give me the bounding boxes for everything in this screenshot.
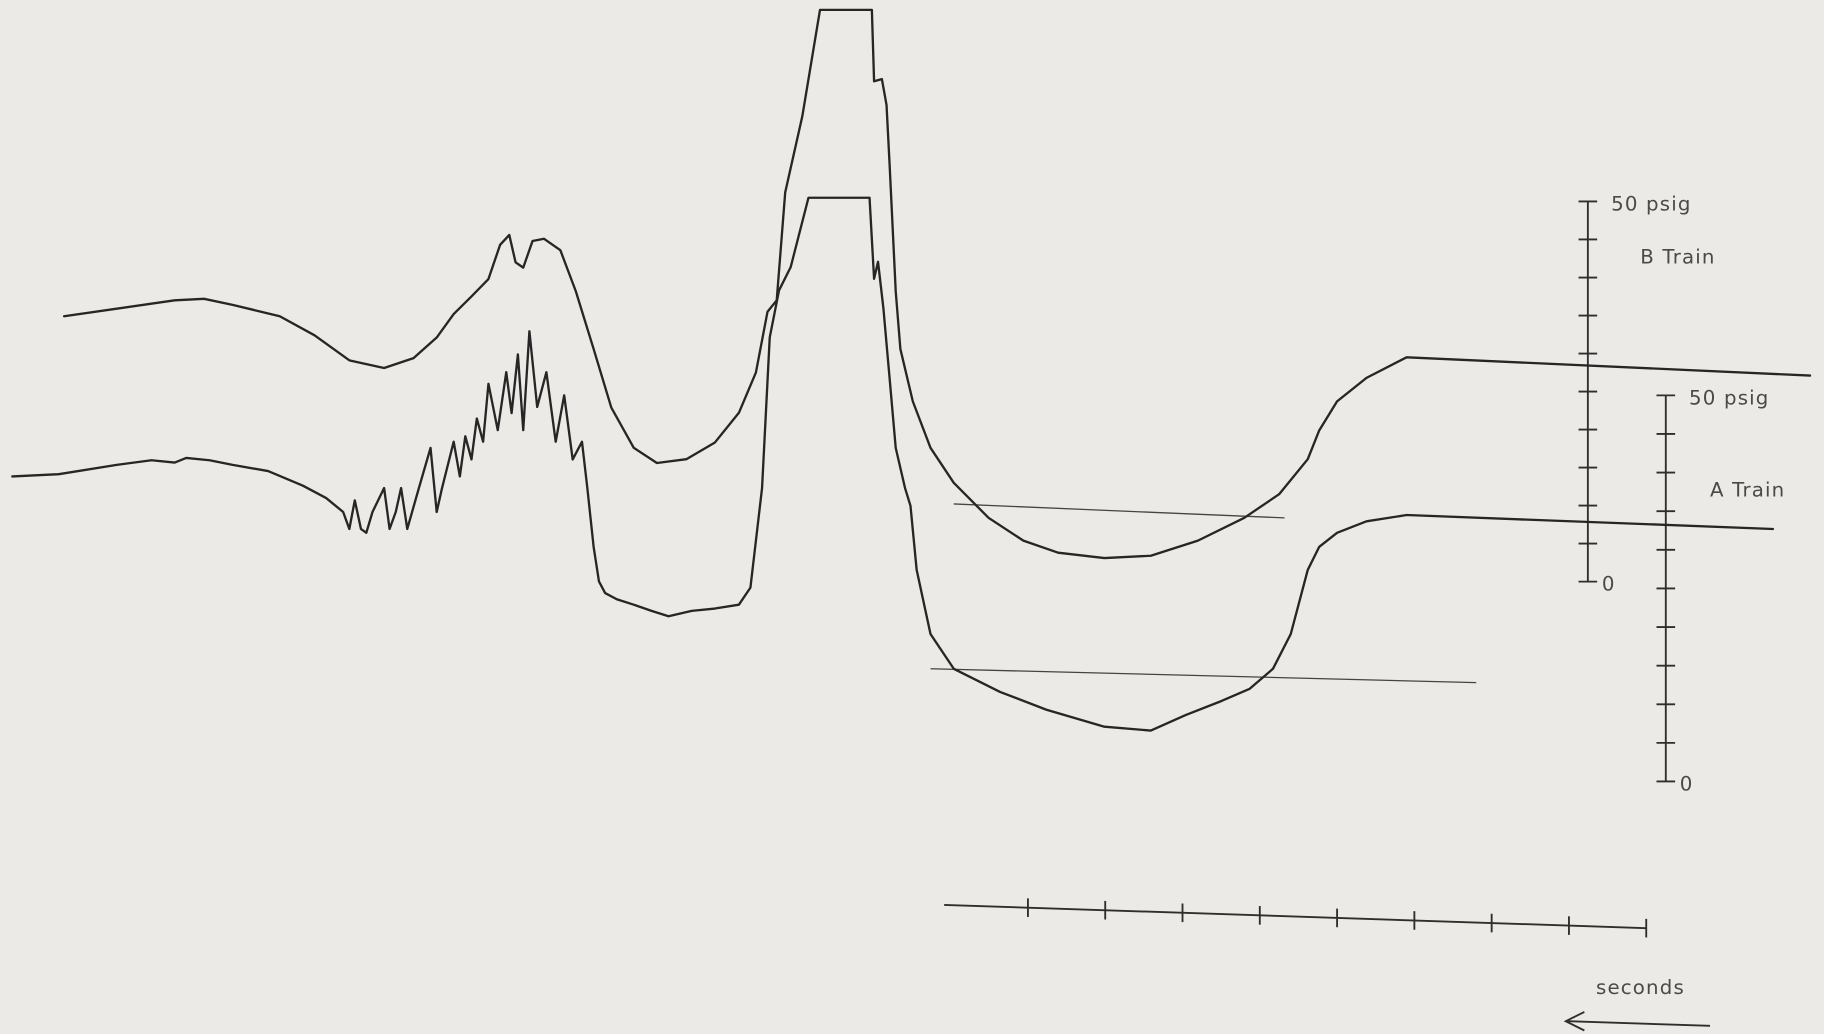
y2-tick-label: 0 — [1680, 772, 1694, 795]
y2-axis-label: A Train — [1710, 478, 1785, 501]
chart: seconds B Train A Train 0 50 psig 0 50 psig — [0, 0, 1824, 1034]
y-tick-label: 0 — [1602, 573, 1616, 596]
y-axis-label: B Train — [1640, 246, 1715, 269]
page: {"chart_data": { "type": "line", "xlabel… — [0, 0, 1824, 1034]
x-axis-label: seconds — [1596, 976, 1685, 999]
y-tick-label: 50 psig — [1611, 192, 1691, 215]
y2-tick-label: 50 psig — [1689, 386, 1769, 409]
